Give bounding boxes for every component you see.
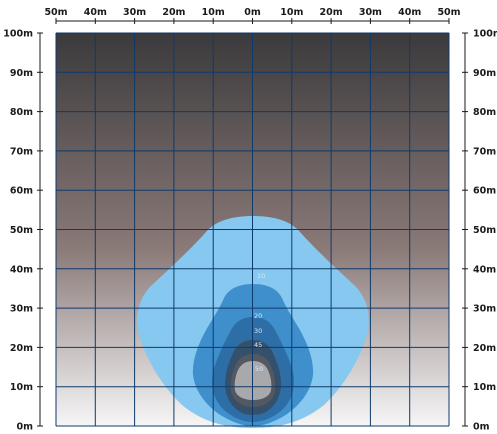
left-axis-label: 90m	[10, 68, 33, 79]
right-axis-label: 20m	[473, 343, 496, 354]
left-axis-labels: 100m 90m 80m 70m 60m 50m 40m 30m 20m 10m…	[3, 29, 33, 433]
left-axis-label: 50m	[10, 225, 33, 236]
left-axis-label: 70m	[10, 146, 33, 157]
left-axis-label: 100m	[3, 29, 33, 40]
contour-value-labels: 10 20 30 45 50	[254, 272, 265, 373]
left-axis-label: 30m	[10, 304, 33, 315]
top-axis-label: 10m	[202, 7, 225, 18]
right-axis-label: 30m	[473, 304, 496, 315]
left-axis-label: 80m	[10, 107, 33, 118]
right-axis-label: 40m	[473, 264, 496, 275]
contour-label-45: 45	[254, 341, 262, 349]
top-axis-label: 0m	[244, 7, 261, 18]
top-axis-label: 30m	[123, 7, 146, 18]
right-axis-label: 0m	[473, 422, 490, 433]
left-axis-label: 20m	[10, 343, 33, 354]
left-axis-label: 10m	[10, 382, 33, 393]
right-axis-label: 60m	[473, 186, 496, 197]
right-axis-label: 100m	[473, 29, 497, 40]
grid-lines	[55, 32, 450, 427]
contour-label-10: 10	[257, 272, 265, 280]
top-axis-label: 50m	[437, 7, 460, 18]
top-axis-label: 30m	[359, 7, 382, 18]
axis-ticks	[37, 18, 468, 427]
right-axis-label: 90m	[473, 68, 496, 79]
left-axis-label: 60m	[10, 186, 33, 197]
right-axis-label: 50m	[473, 225, 496, 236]
left-axis-label: 40m	[10, 264, 33, 275]
right-axis-label: 10m	[473, 382, 496, 393]
top-axis-label: 10m	[280, 7, 303, 18]
left-axis-label: 0m	[16, 422, 33, 433]
right-axis-label: 70m	[473, 146, 496, 157]
top-axis-label: 40m	[398, 7, 421, 18]
top-axis-labels: 50m 40m 30m 20m 10m 0m 10m 20m 30m 40m 5…	[44, 7, 460, 18]
contour-label-50: 50	[255, 365, 263, 373]
contour-label-20: 20	[254, 312, 262, 320]
top-axis-label: 20m	[162, 7, 185, 18]
contour-label-30: 30	[254, 327, 262, 335]
right-axis-labels: 100m 90m 80m 70m 60m 50m 40m 30m 20m 10m…	[473, 29, 497, 433]
top-axis-label: 50m	[44, 7, 67, 18]
top-axis-label: 20m	[320, 7, 343, 18]
right-axis-label: 80m	[473, 107, 496, 118]
top-axis-label: 40m	[84, 7, 107, 18]
